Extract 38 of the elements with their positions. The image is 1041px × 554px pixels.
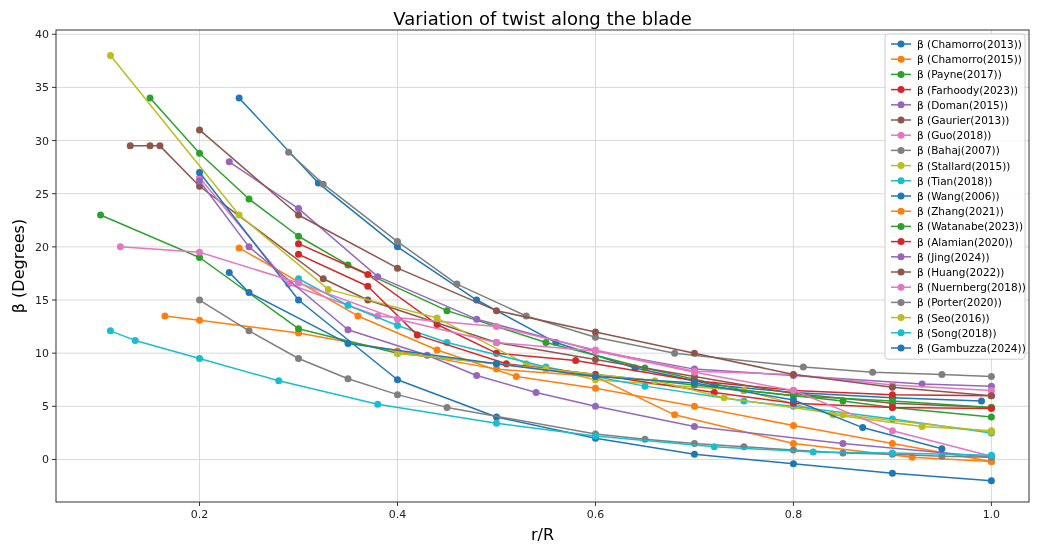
legend-label: β (Farhoody(2023))	[917, 83, 1019, 96]
x-tick-label: 1.0	[982, 508, 1001, 521]
legend-label: β (Stallard(2015))	[917, 159, 1011, 172]
legend-label: β (Song(2018))	[917, 326, 997, 339]
y-tick-label: 40	[35, 28, 49, 42]
legend-label: β (Wang(2006))	[917, 190, 1000, 202]
legend-label: β (Gaurier(2013))	[917, 114, 1010, 126]
x-tick-label: 0.6	[586, 508, 605, 521]
x-tick-label: 0.8	[784, 508, 803, 521]
legend-label: β (Chamorro(2015))	[917, 53, 1022, 66]
legend-label: β (Nuernberg(2018))	[917, 281, 1026, 294]
legend-label: β (Tian(2018))	[917, 174, 993, 187]
legend-label: β (Payne(2017))	[917, 68, 1002, 81]
x-axis-title: r/R	[530, 525, 555, 544]
legend-label: β (Huang(2022))	[917, 266, 1005, 278]
chart-title: Variation of twist along the blade	[393, 8, 692, 29]
legend-label: β (Porter(2020))	[917, 296, 1002, 309]
legend-label: β (Gambuzza(2024))	[917, 342, 1026, 354]
legend-label: β (Doman(2015))	[917, 98, 1008, 111]
legend-label: β (Zhang(2021))	[917, 205, 1004, 218]
y-axis-title: β (Degrees)	[9, 218, 28, 314]
legend-label: β (Chamorro(2013))	[917, 38, 1022, 50]
legend-label: β (Alamian(2020))	[917, 235, 1013, 248]
legend-label: β (Jing(2024))	[917, 250, 990, 263]
x-tick-label: 0.4	[388, 508, 407, 521]
legend-label: β (Guo(2018))	[917, 129, 992, 142]
y-tick-label: 10	[35, 347, 49, 361]
x-tick-label: 0.2	[190, 508, 209, 521]
y-tick-label: 15	[35, 294, 49, 308]
legend-label: β (Bahaj(2007))	[917, 144, 1000, 157]
legend-label: β (Watanabe(2023))	[917, 220, 1024, 233]
legend-label: β (Seo(2016))	[917, 311, 990, 324]
y-tick-label: 0	[42, 453, 49, 467]
y-tick-label: 25	[35, 187, 49, 201]
y-tick-label: 5	[42, 400, 49, 414]
y-tick-label: 35	[35, 81, 49, 95]
y-tick-label: 20	[35, 240, 49, 254]
y-tick-label: 30	[35, 134, 49, 148]
